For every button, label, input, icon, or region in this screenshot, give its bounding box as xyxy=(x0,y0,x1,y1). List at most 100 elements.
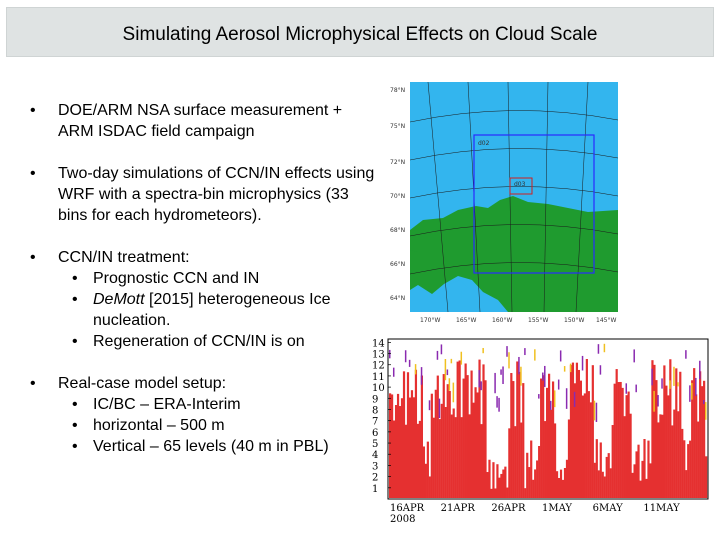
plot-cloud-column xyxy=(677,411,680,498)
plot-cloud-column xyxy=(546,387,549,498)
plot-cloud-speck xyxy=(498,397,500,412)
sub-bullet-dot: • xyxy=(72,438,78,455)
plot-cloud-speck xyxy=(677,382,679,387)
plot-cloud-column xyxy=(390,394,394,498)
plot-cloud-speck xyxy=(502,366,504,384)
plot-cloud-column xyxy=(585,359,588,498)
plot-cloud-column xyxy=(653,364,656,498)
plot-cloud-column xyxy=(607,453,610,498)
map-inlet xyxy=(448,280,468,294)
plot-cloud-column xyxy=(649,463,652,498)
plot-cloud-column xyxy=(601,471,604,498)
plot-y-tick-label: 11 xyxy=(372,372,385,383)
plot-cloud-speck xyxy=(559,350,562,362)
plot-cloud-column xyxy=(394,405,398,498)
plot-x-tick-label: 16APR xyxy=(390,503,425,514)
plot-cloud-speck xyxy=(436,350,439,360)
plot-cloud-column xyxy=(589,402,592,498)
plot-cloud-speck xyxy=(500,369,502,375)
plot-cloud-column xyxy=(555,471,559,498)
plot-cloud-speck xyxy=(538,394,540,399)
plot-x-axis: 16APR 21APR 26APR 1MAY 6MAY 11MAY 2008 xyxy=(390,503,680,525)
plot-cloud-column xyxy=(438,419,441,498)
plot-cloud-column xyxy=(627,391,630,498)
plot-cloud-column xyxy=(657,422,660,498)
plot-cloud-column xyxy=(639,480,642,498)
plot-cloud-column xyxy=(468,414,471,498)
plot-cloud-column xyxy=(470,370,473,498)
plot-y-tick-label: 14 xyxy=(372,338,385,349)
plot-cloud-column xyxy=(611,425,614,498)
plot-cloud-column xyxy=(410,390,414,498)
title-bar: Simulating Aerosol Microphysical Effects… xyxy=(6,7,714,57)
plot-cloud-column xyxy=(534,469,537,498)
map-domain-d03 xyxy=(509,177,533,195)
plot-cloud-column xyxy=(641,460,644,498)
plot-cloud-speck xyxy=(428,400,431,411)
plot-cloud-column xyxy=(430,393,433,498)
map-lon-label: 155°W xyxy=(528,317,548,324)
plot-cloud-speck xyxy=(460,351,463,365)
plot-cloud-column xyxy=(524,488,527,498)
sub-bullet: • Prognostic CCN and IN xyxy=(58,268,375,289)
plot-cloud-speck xyxy=(450,358,453,364)
plot-cloud-speck xyxy=(603,343,606,353)
map-domain-d02 xyxy=(473,134,595,274)
plot-cloud-speck xyxy=(661,378,663,389)
plot-cloud-column xyxy=(635,451,638,498)
plot-cloud-column xyxy=(691,380,694,498)
plot-cloud-column xyxy=(681,428,684,498)
plot-cloud-column xyxy=(623,416,626,498)
plot-cloud-column xyxy=(510,373,513,498)
plot-cloud-column xyxy=(647,440,650,498)
plot-cloud-column xyxy=(418,420,422,498)
plot-cloud-column xyxy=(526,452,529,498)
plot-y-tick-label: 3 xyxy=(372,461,378,472)
bullet-text: CCN/IN treatment: xyxy=(58,249,190,266)
sub-bullet-text: horizontal – 500 m xyxy=(93,417,225,434)
plot-cloud-column xyxy=(458,360,461,498)
plot-cloud-column xyxy=(625,395,628,498)
plot-cloud-speck xyxy=(404,350,407,363)
bullet-item-ccn-in-treatment: • CCN/IN treatment: • Prognostic CCN and… xyxy=(30,247,375,352)
plot-cloud-speck xyxy=(482,347,484,354)
plot-cloud-column xyxy=(581,395,584,498)
plot-y-tick-label: 9 xyxy=(372,394,378,405)
plot-cloud-column xyxy=(396,393,400,498)
plot-cloud-column xyxy=(404,424,408,498)
map-lat-label: 66°N xyxy=(390,261,405,268)
plot-x-tick-label: 11MAY xyxy=(643,503,680,514)
plot-y-tick-label: 8 xyxy=(372,405,378,416)
plot-cloud-speck xyxy=(625,383,628,394)
plot-cloud-column xyxy=(651,360,654,498)
plot-cloud-column xyxy=(420,375,423,498)
map-lon-label: 160°W xyxy=(492,317,512,324)
plot-cloud-speck xyxy=(595,402,598,422)
plot-cloud-speck xyxy=(685,350,687,359)
plot-cloud-column xyxy=(518,371,521,498)
plot-cloud-speck xyxy=(557,379,560,390)
plot-cloud-column xyxy=(579,380,582,498)
plot-cloud-column xyxy=(482,364,485,498)
map-lat-label: 70°N xyxy=(390,193,405,200)
map-lat-label: 72°N xyxy=(390,159,405,166)
plot-cloud-column xyxy=(645,478,648,498)
sub-bullet: • Vertical – 65 levels (40 m in PBL) xyxy=(58,436,375,457)
plot-y-tick-label: 10 xyxy=(372,383,385,394)
plot-cloud-column xyxy=(583,393,586,498)
plot-cloud-column xyxy=(389,393,392,498)
plot-cloud-speck xyxy=(446,369,449,376)
plot-cloud-column xyxy=(400,398,404,498)
plot-cloud-column xyxy=(577,369,581,498)
map-lat-label: 75°N xyxy=(390,123,405,130)
plot-cloud-column xyxy=(514,426,517,498)
plot-cloud-column xyxy=(488,459,491,498)
plot-cloud-column xyxy=(673,409,676,498)
bullet-dot: • xyxy=(30,249,36,266)
plot-cloud-speck xyxy=(651,368,653,386)
bullet-text: Real-case model setup: xyxy=(58,375,227,392)
plot-cloud-column xyxy=(629,413,632,498)
plot-cloud-column xyxy=(613,383,616,498)
plot-cloud-speck xyxy=(408,359,411,367)
plot-cloud-speck xyxy=(518,356,520,375)
